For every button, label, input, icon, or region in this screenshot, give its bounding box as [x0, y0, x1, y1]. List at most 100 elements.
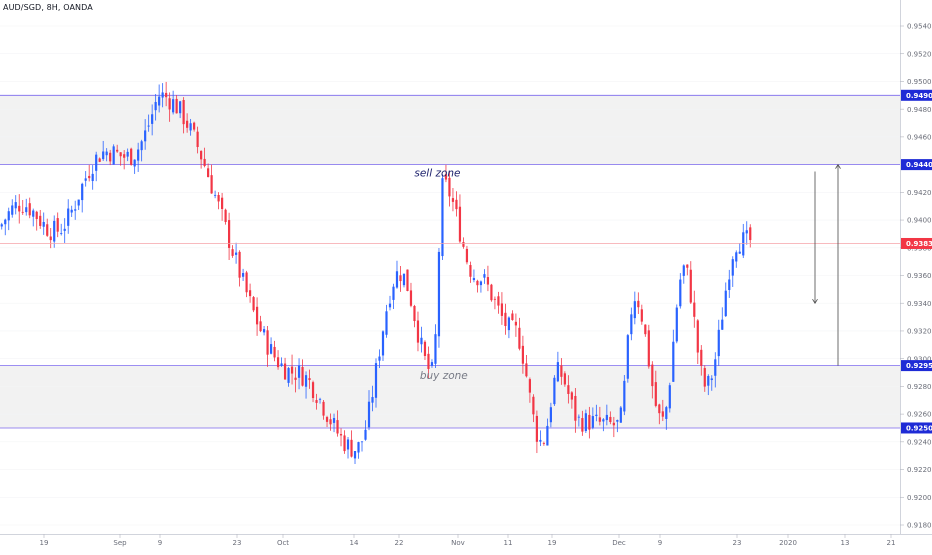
candle-up	[584, 409, 587, 433]
candle-body	[161, 92, 164, 98]
candle-body	[4, 219, 7, 225]
candle-down	[227, 212, 231, 260]
candle-up	[133, 159, 136, 174]
candle-body	[427, 353, 430, 369]
candle-body	[53, 220, 56, 242]
candle-up	[137, 142, 140, 172]
candle-down	[493, 296, 497, 310]
candle-up	[546, 418, 549, 446]
candle-down	[217, 192, 220, 210]
candle-up	[11, 199, 14, 218]
candle-body	[311, 382, 315, 399]
candle-body	[343, 435, 346, 452]
candle-body	[567, 385, 570, 394]
candle-body	[126, 151, 129, 157]
candle-down	[207, 163, 210, 178]
candle-body	[123, 154, 126, 158]
candle-body	[455, 199, 458, 210]
candle-up	[595, 404, 598, 422]
candle-body	[703, 368, 706, 387]
candle-down	[18, 194, 21, 224]
candle-down	[637, 292, 640, 314]
candle-down	[462, 237, 465, 249]
candle-down	[532, 394, 535, 423]
candle-down	[476, 279, 479, 293]
candle-down	[98, 157, 101, 163]
candle-body	[647, 330, 650, 367]
candle-down	[486, 265, 490, 292]
candle-down	[175, 95, 178, 114]
candle-body	[84, 178, 87, 181]
candle-body	[609, 416, 612, 423]
candle-up	[332, 413, 336, 433]
candle-down	[542, 441, 545, 446]
candle-body	[444, 174, 448, 180]
candle-body	[273, 346, 276, 358]
candle-up	[707, 374, 710, 396]
candle-body	[476, 280, 479, 286]
candle-down	[186, 113, 189, 133]
candle-down	[325, 415, 329, 428]
candle-body	[301, 366, 304, 386]
candle-body	[214, 194, 217, 196]
price-badge-bg	[901, 422, 932, 434]
candle-down	[588, 406, 591, 439]
candle-body	[409, 290, 413, 306]
candle-body	[539, 439, 542, 442]
candle-body	[151, 114, 154, 124]
candle-up	[392, 283, 395, 309]
candle-up	[388, 295, 392, 311]
candle-down	[193, 121, 196, 132]
candle-body	[486, 277, 490, 285]
candle-down	[689, 261, 692, 304]
candle-body	[434, 334, 437, 364]
candle-body	[416, 320, 420, 343]
candle-body	[304, 375, 308, 387]
candle-body	[385, 311, 388, 335]
candle-up	[591, 407, 594, 430]
candle-body	[262, 329, 266, 333]
candle-body	[724, 290, 727, 317]
candle-up	[67, 199, 70, 234]
price-badge-label: 0.93831	[906, 240, 932, 248]
candle-up	[91, 165, 94, 190]
candle-body	[245, 272, 248, 293]
candle-body	[462, 242, 465, 247]
candle-up	[602, 418, 605, 432]
candle-down	[521, 335, 525, 374]
candle-body	[217, 195, 220, 202]
candle-down	[609, 411, 612, 425]
candle-down	[245, 270, 248, 298]
candle-body	[388, 303, 392, 308]
candle-down	[273, 340, 276, 362]
candle-body	[686, 264, 689, 268]
candle-body	[255, 306, 259, 325]
candle-body	[668, 385, 671, 409]
x-tick-label: 23	[233, 539, 242, 547]
candle-body	[60, 233, 63, 234]
candle-body	[158, 96, 161, 106]
candle-body	[210, 175, 213, 194]
candle-up	[172, 90, 175, 115]
candle-down	[647, 324, 650, 369]
candle-up	[577, 414, 580, 427]
candle-up	[151, 104, 154, 136]
candle-up	[7, 207, 10, 231]
candle-down	[598, 406, 601, 426]
candle-body	[696, 320, 699, 353]
candle-body	[714, 359, 717, 376]
time-axis[interactable]: 19 Sep 9 23 Oct 14 22 Nov 11 19 Dec 9 23 2020 13 21	[40, 534, 896, 547]
x-tick-label: 23	[733, 539, 742, 547]
candle-up	[378, 349, 381, 369]
candle-body	[168, 98, 171, 110]
candle-down	[500, 292, 504, 325]
